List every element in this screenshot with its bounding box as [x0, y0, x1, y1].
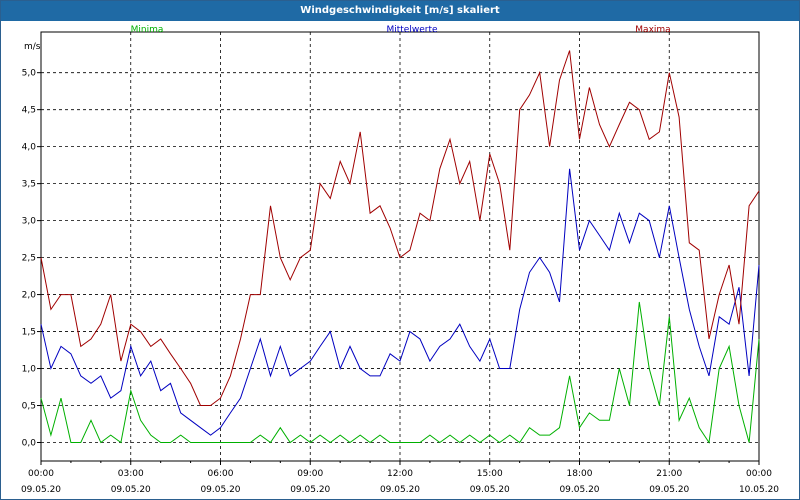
- series-line-minima: [40, 301, 760, 444]
- x-tick-date-label: 09.05.20: [111, 485, 151, 495]
- legend-entry-maxima: Maxima: [635, 25, 670, 35]
- y-tick-label: 1,0: [22, 365, 37, 375]
- y-tick-label: 3,5: [22, 180, 36, 190]
- x-tick-time-label: 03:00: [118, 469, 144, 479]
- y-tick-label: 0,5: [22, 402, 36, 412]
- x-tick-time-label: 00:00: [28, 469, 54, 479]
- x-tick-date-label: 09.05.20: [200, 485, 240, 495]
- y-axis-label: m/s: [24, 42, 41, 52]
- series-line-mittelwerte: [40, 168, 760, 436]
- y-tick-label: 4,5: [22, 106, 36, 116]
- x-tick-time-label: 12:00: [387, 469, 413, 479]
- y-tick-label: 3,0: [22, 217, 37, 227]
- x-tick-time-label: 15:00: [477, 469, 503, 479]
- x-tick-date-label: 09.05.20: [380, 485, 420, 495]
- series-line-maxima: [40, 50, 760, 406]
- x-tick-time-label: 21:00: [656, 469, 682, 479]
- x-tick-date-label: 09.05.20: [290, 485, 330, 495]
- x-tick-time-label: 00:00: [746, 469, 772, 479]
- y-tick-label: 2,0: [22, 291, 37, 301]
- x-tick-date-label: 09.05.20: [21, 485, 61, 495]
- y-tick-label: 2,5: [22, 254, 36, 264]
- legend-entry-minima: Minima: [131, 25, 164, 35]
- x-tick-time-label: 18:00: [567, 469, 593, 479]
- line-chart: 0,0 0,5 1,0 1,5 2,0 2,5 3,0 3,5 4,0 4,5 5,0 m/s 00:0…: [21, 25, 779, 495]
- x-tick-date-label: 09.05.20: [470, 485, 510, 495]
- plot-area: [40, 31, 760, 462]
- y-tick-label: 0,0: [22, 439, 37, 449]
- x-tick-date-label: 09.05.20: [649, 485, 689, 495]
- legend-entry-mittelwerte: Mittelwerte: [386, 25, 437, 35]
- x-tick-date-label: 10.05.20: [739, 485, 779, 495]
- x-tick-date-label: 09.05.20: [559, 485, 599, 495]
- chart-title: Windgeschwindigkeit [m/s] skaliert: [1, 1, 799, 21]
- y-tick-label: 4,0: [22, 143, 37, 153]
- x-tick-time-label: 09:00: [297, 469, 323, 479]
- x-tick-time-label: 06:00: [208, 469, 234, 479]
- y-tick-label: 5,0: [22, 69, 37, 79]
- y-tick-label: 1,5: [22, 328, 36, 338]
